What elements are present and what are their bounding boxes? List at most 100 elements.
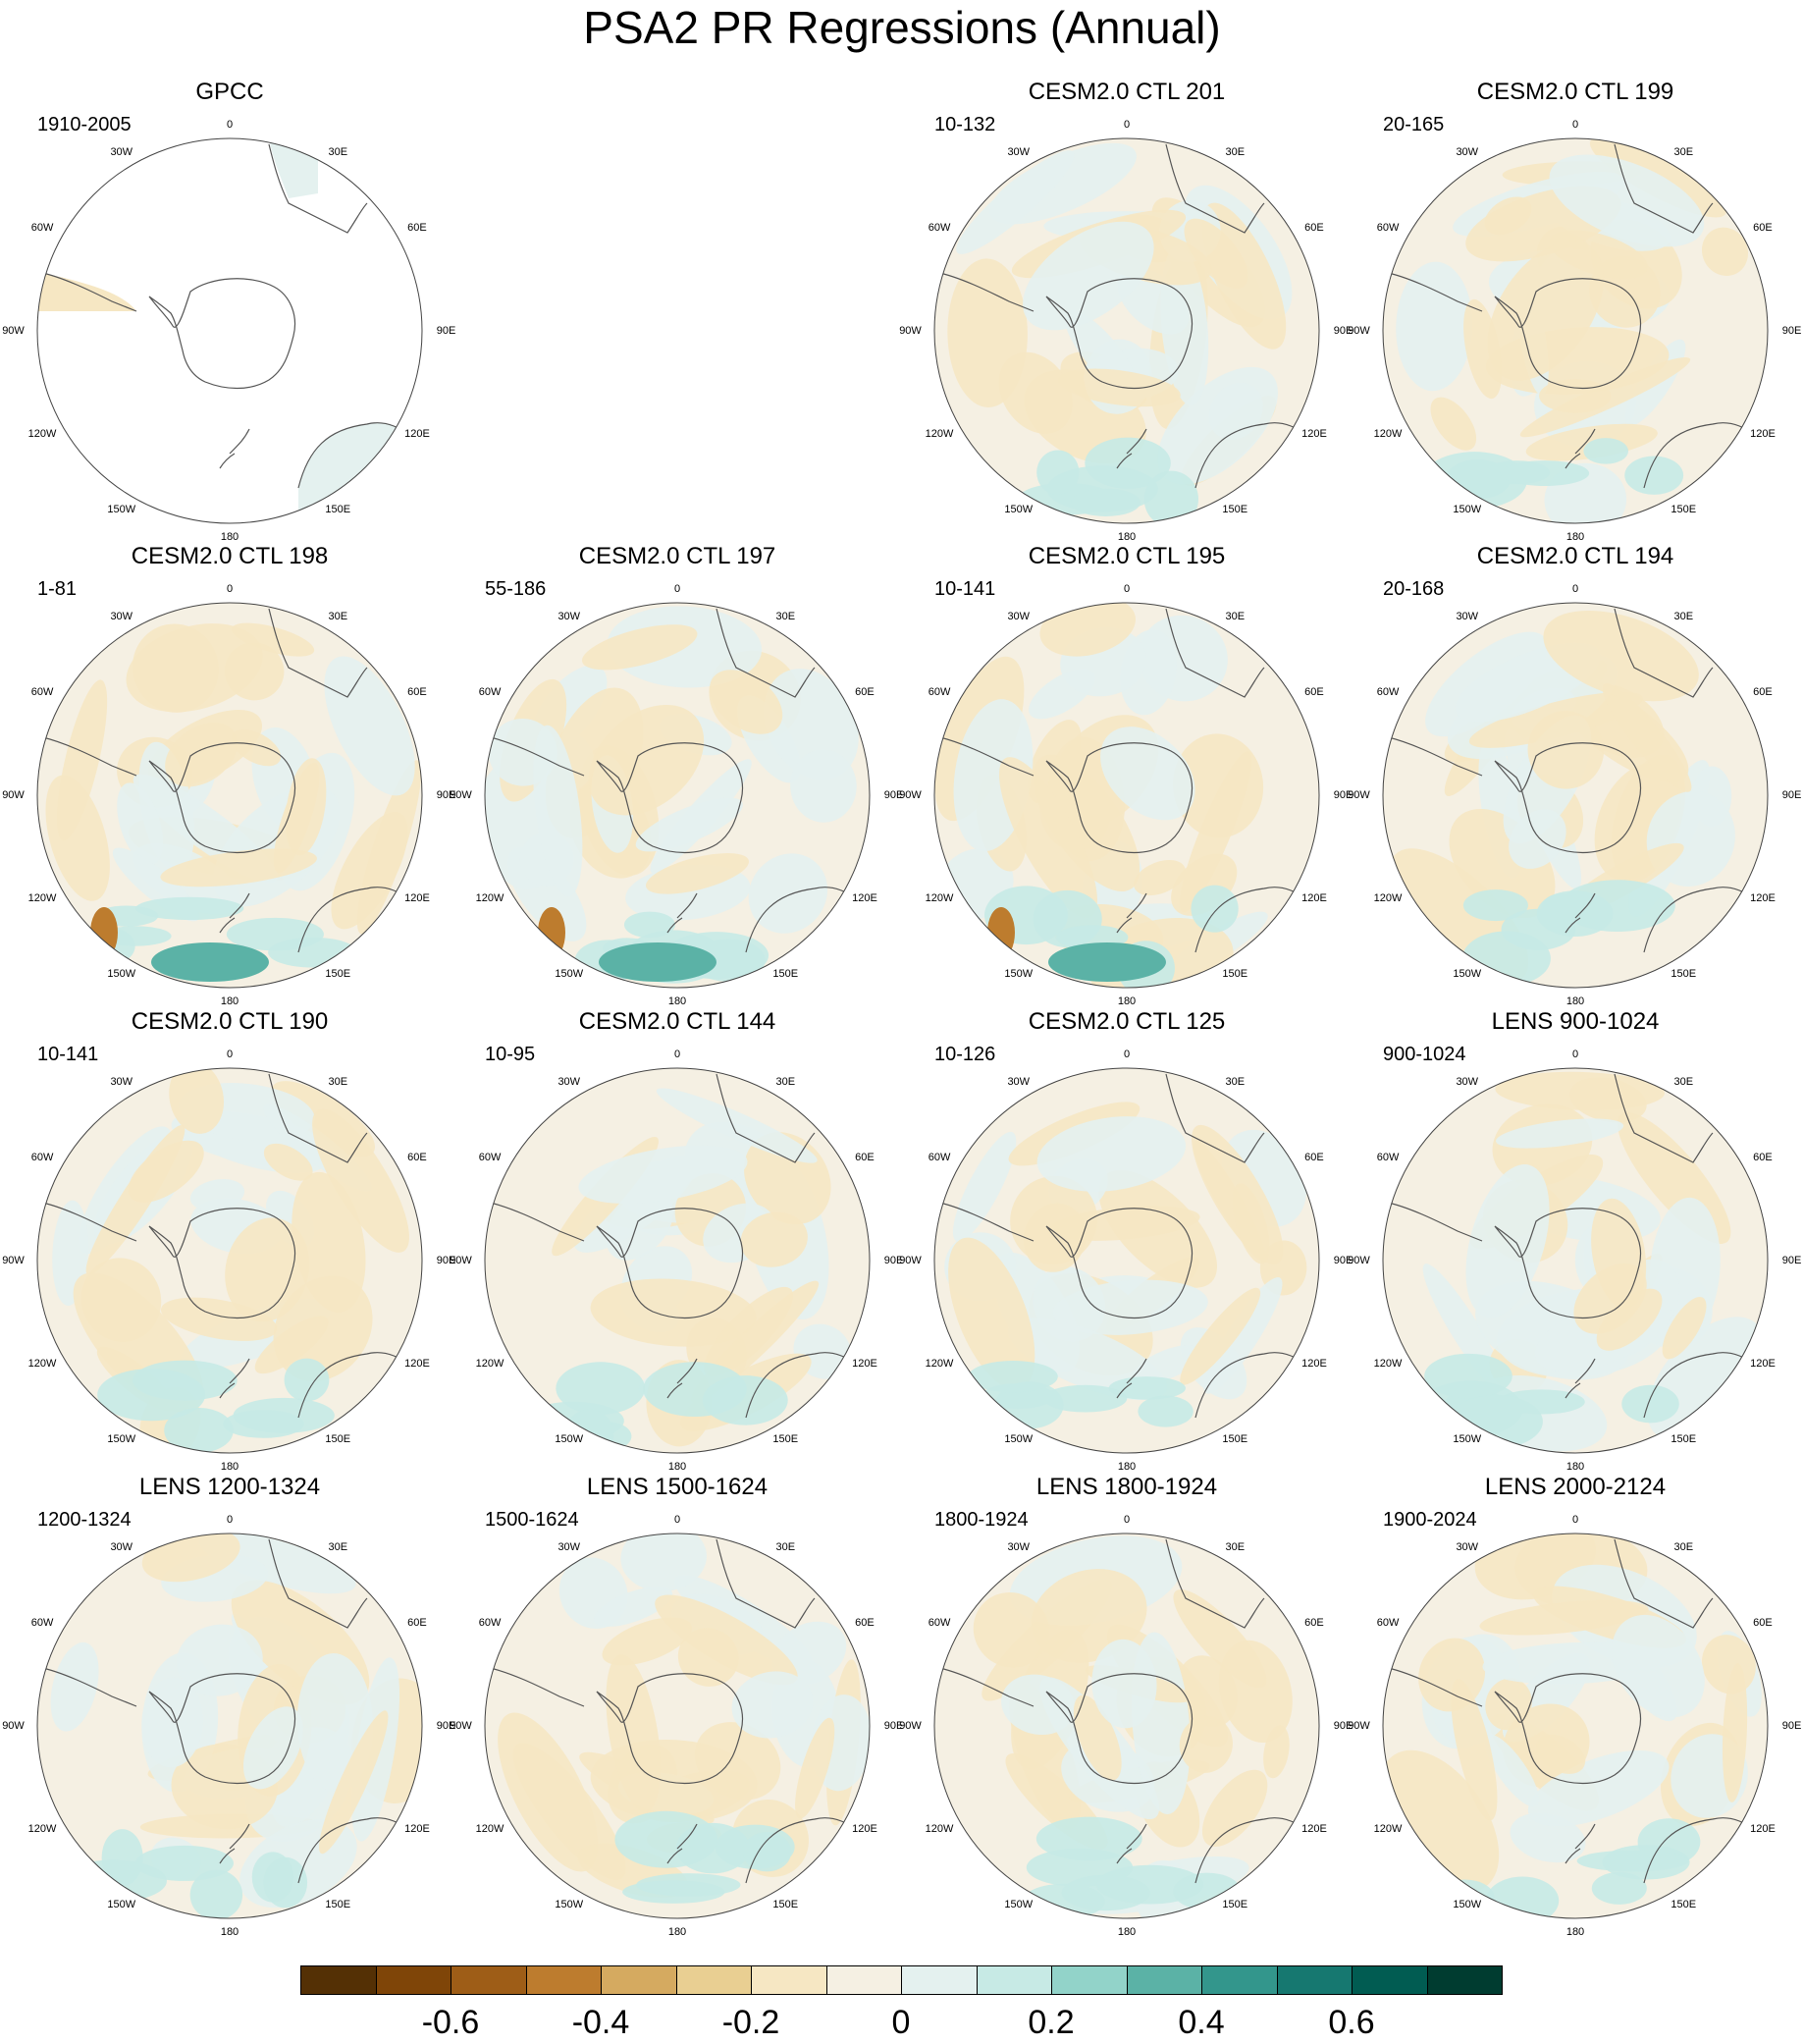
colorbar-swatch <box>451 1965 527 1995</box>
colorbar-swatch <box>825 1965 902 1995</box>
lon-label: 0 <box>226 1514 234 1526</box>
lon-label: 60W <box>928 1617 951 1629</box>
lon-label: 120W <box>1373 1823 1403 1835</box>
lon-label: 30E <box>328 611 348 623</box>
panel-period: 1500-1624 <box>485 1509 579 1531</box>
lon-label: 0 <box>226 119 234 131</box>
lon-label: 90W <box>2 789 25 801</box>
lon-label: 180 <box>667 995 687 1007</box>
lon-label: 30E <box>1225 611 1246 623</box>
lon-label: 120W <box>27 428 57 440</box>
lon-label: 30E <box>328 1541 348 1554</box>
colorbar-swatch <box>976 1965 1052 1995</box>
panel-title-cesm2-0-ctl-190: CESM2.0 CTL 190 <box>131 1008 329 1035</box>
lon-label: 180 <box>1565 1461 1585 1473</box>
lon-label: 30W <box>1007 611 1031 623</box>
panel-title-lens-2000-2124: LENS 2000-2124 <box>1484 1474 1667 1500</box>
polar-map-gpcc <box>36 137 423 524</box>
polar-map-lens-2000-2124 <box>1382 1533 1769 1919</box>
lon-label: 60E <box>1753 686 1773 698</box>
lon-label: 60E <box>1753 1152 1773 1163</box>
lon-label: 90E <box>1333 325 1353 337</box>
panel-period: 55-186 <box>485 578 547 600</box>
lon-label: 30E <box>775 611 796 623</box>
lon-label: 120W <box>27 1823 57 1835</box>
lon-label: 180 <box>1565 995 1585 1007</box>
panel-title-lens-1500-1624: LENS 1500-1624 <box>586 1474 769 1500</box>
lon-label: 60W <box>30 1152 54 1163</box>
lon-label: 90W <box>450 1255 472 1266</box>
lon-label: 120W <box>27 892 57 904</box>
lon-label: 180 <box>1117 995 1137 1007</box>
lon-label: 90W <box>450 1720 472 1732</box>
lon-label: 150W <box>107 503 136 515</box>
polar-map-lens-1200-1324 <box>36 1533 423 1919</box>
lon-label: 150W <box>107 967 136 980</box>
lon-label: 60W <box>30 1617 54 1629</box>
colorbar-swatch <box>1051 1965 1128 1995</box>
lon-label: 150W <box>555 967 584 980</box>
lon-label: 120E <box>1750 428 1776 440</box>
lon-label: 120E <box>404 428 430 440</box>
lon-label: 90W <box>899 1720 922 1732</box>
lon-label: 30W <box>1456 1076 1479 1089</box>
lon-label: 150W <box>1004 1898 1034 1910</box>
lon-label: 90E <box>436 1255 456 1266</box>
lon-label: 30E <box>1673 1076 1694 1089</box>
panel-title-gpcc: GPCC <box>195 79 264 105</box>
lon-label: 150E <box>1222 1898 1248 1910</box>
lon-label: 30W <box>1007 1541 1031 1554</box>
lon-label: 0 <box>1571 119 1579 131</box>
panel-period: 1200-1324 <box>37 1509 132 1531</box>
lon-label: 60W <box>1376 1617 1400 1629</box>
lon-label: 90W <box>1348 1255 1370 1266</box>
panel-period: 10-141 <box>934 578 996 600</box>
lon-label: 90E <box>1781 325 1802 337</box>
lon-label: 150E <box>1671 1898 1697 1910</box>
lon-label: 120E <box>404 1358 430 1370</box>
polar-map-cesm2-0-ctl-195 <box>933 602 1320 989</box>
lon-label: 60E <box>1304 1617 1324 1629</box>
lon-label: 120E <box>1301 892 1327 904</box>
lon-label: 60W <box>928 222 951 234</box>
lon-label: 150E <box>325 1898 351 1910</box>
lon-label: 180 <box>220 995 239 1007</box>
colorbar-swatch <box>1352 1965 1428 1995</box>
lon-label: 30W <box>1456 146 1479 159</box>
lon-label: 30W <box>1456 1541 1479 1554</box>
lon-label: 30E <box>1225 1076 1246 1089</box>
colorbar-swatch <box>525 1965 602 1995</box>
lon-label: 60W <box>478 1152 502 1163</box>
lon-label: 90E <box>1781 1720 1802 1732</box>
lon-label: 30W <box>110 1076 133 1089</box>
panel-period: 20-165 <box>1383 114 1445 135</box>
lon-label: 60E <box>407 222 427 234</box>
panel-period: 20-168 <box>1383 578 1445 600</box>
panel-period: 1-81 <box>37 578 78 600</box>
lon-label: 30E <box>1225 146 1246 159</box>
panel-title-cesm2-0-ctl-198: CESM2.0 CTL 198 <box>131 543 329 569</box>
lon-label: 60E <box>855 1152 875 1163</box>
lon-label: 150W <box>555 1432 584 1445</box>
lon-label: 0 <box>1571 583 1579 595</box>
colorbar-label: 0.2 <box>1028 2004 1075 2041</box>
polar-map-lens-900-1024 <box>1382 1067 1769 1454</box>
lon-label: 120W <box>1373 892 1403 904</box>
lon-label: 90W <box>450 789 472 801</box>
lon-label: 120W <box>27 1358 57 1370</box>
lon-label: 180 <box>220 531 239 543</box>
lon-label: 0 <box>1123 1049 1131 1060</box>
panel-title-cesm2-0-ctl-199: CESM2.0 CTL 199 <box>1476 79 1674 105</box>
lon-label: 150E <box>1222 503 1248 515</box>
figure-title: PSA2 PR Regressions (Annual) <box>583 2 1221 53</box>
lon-label: 120W <box>925 1823 954 1835</box>
lon-label: 60W <box>1376 686 1400 698</box>
lon-label: 30W <box>557 1541 581 1554</box>
colorbar-swatch <box>901 1965 978 1995</box>
lon-label: 180 <box>1117 1461 1137 1473</box>
colorbar-swatch <box>751 1965 827 1995</box>
lon-label: 150E <box>325 503 351 515</box>
lon-label: 30E <box>328 146 348 159</box>
lon-label: 180 <box>1117 531 1137 543</box>
lon-label: 90W <box>2 1255 25 1266</box>
